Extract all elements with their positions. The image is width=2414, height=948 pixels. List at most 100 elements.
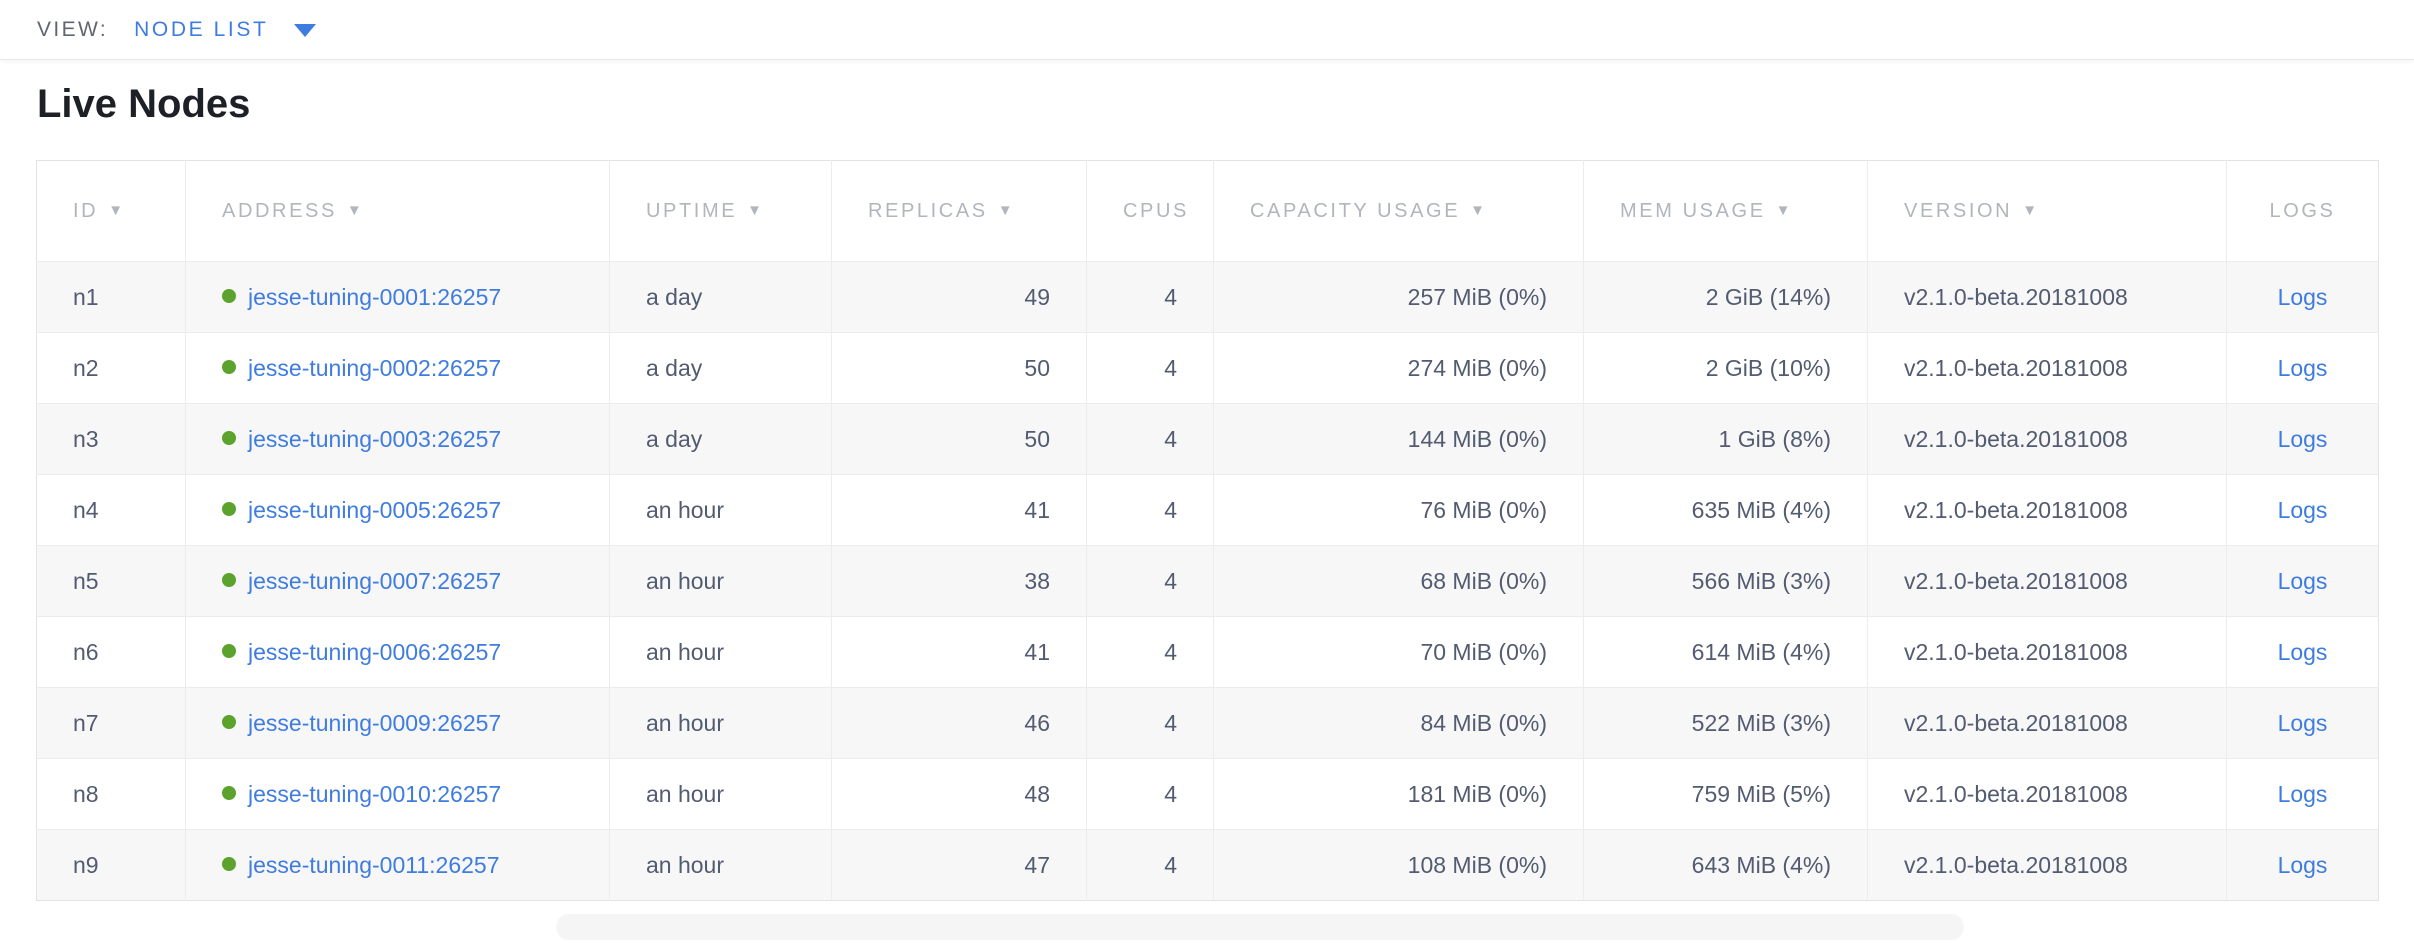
- node-live-status-icon: [222, 360, 236, 375]
- node-address-link[interactable]: jesse-tuning-0011:26257: [248, 851, 500, 878]
- node-address-cell: jesse-tuning-0003:26257: [185, 403, 610, 475]
- node-uptime-cell: an hour: [609, 616, 832, 688]
- table-row: n6 jesse-tuning-0006:26257 an hour 41 4 70 Mi…: [36, 616, 2379, 688]
- sort-desc-icon: ▼: [1470, 201, 1488, 219]
- node-live-status-icon: [222, 502, 236, 517]
- node-logs-link[interactable]: Logs: [2277, 709, 2328, 736]
- node-version-cell: v2.1.0-beta.20181008: [1867, 403, 2227, 475]
- node-mem-cell: 643 MiB (4%): [1583, 829, 1868, 901]
- node-address-cell: jesse-tuning-0002:26257: [185, 332, 610, 404]
- node-replicas-cell: 41: [831, 474, 1087, 546]
- page-title: Live Nodes: [37, 82, 251, 126]
- node-id-cell: n7: [36, 687, 186, 759]
- horizontal-scrollbar[interactable]: [556, 914, 1964, 940]
- table-row: n2 jesse-tuning-0002:26257 a day 50 4 274 MiB…: [36, 332, 2379, 404]
- node-replicas-cell: 50: [831, 332, 1087, 404]
- column-header-address[interactable]: ADDRESS ▼: [185, 160, 610, 262]
- node-replicas-cell: 46: [831, 687, 1087, 759]
- column-header-label: ID: [73, 199, 99, 222]
- view-bar: VIEW: NODE LIST: [0, 0, 2414, 60]
- node-live-status-icon: [222, 857, 236, 872]
- node-mem-cell: 1 GiB (8%): [1583, 403, 1868, 475]
- node-logs-cell: Logs: [2226, 332, 2379, 404]
- column-header-mem[interactable]: MEM USAGE ▼: [1583, 160, 1868, 262]
- node-live-status-icon: [222, 431, 236, 446]
- node-logs-cell: Logs: [2226, 687, 2379, 759]
- table-header-row: ID ▼ ADDRESS ▼ UPTIME ▼ REPLICAS ▼ CPUS CAPACITY …: [36, 160, 2379, 262]
- node-id-cell: n5: [36, 545, 186, 617]
- node-uptime-cell: an hour: [609, 545, 832, 617]
- node-logs-cell: Logs: [2226, 403, 2379, 475]
- node-address-cell: jesse-tuning-0001:26257: [185, 261, 610, 333]
- node-mem-cell: 2 GiB (10%): [1583, 332, 1868, 404]
- node-address-link[interactable]: jesse-tuning-0010:26257: [248, 780, 502, 807]
- node-uptime-cell: a day: [609, 261, 832, 333]
- column-header-replicas[interactable]: REPLICAS ▼: [831, 160, 1087, 262]
- table-row: n5 jesse-tuning-0007:26257 an hour 38 4 68 Mi…: [36, 545, 2379, 617]
- node-uptime-cell: an hour: [609, 474, 832, 546]
- node-live-status-icon: [222, 715, 236, 730]
- node-mem-cell: 635 MiB (4%): [1583, 474, 1868, 546]
- node-logs-cell: Logs: [2226, 829, 2379, 901]
- node-live-status-icon: [222, 289, 236, 304]
- node-logs-link[interactable]: Logs: [2277, 496, 2328, 523]
- node-logs-link[interactable]: Logs: [2277, 283, 2328, 310]
- node-capacity-cell: 76 MiB (0%): [1213, 474, 1584, 546]
- node-address-link[interactable]: jesse-tuning-0003:26257: [248, 425, 502, 452]
- node-address-cell: jesse-tuning-0009:26257: [185, 687, 610, 759]
- node-address-link[interactable]: jesse-tuning-0005:26257: [248, 496, 502, 523]
- node-address-link[interactable]: jesse-tuning-0009:26257: [248, 709, 502, 736]
- table-header: ID ▼ ADDRESS ▼ UPTIME ▼ REPLICAS ▼ CPUS CAPACITY …: [36, 160, 2379, 262]
- column-header-label: CAPACITY USAGE: [1250, 199, 1461, 222]
- node-replicas-cell: 50: [831, 403, 1087, 475]
- node-logs-cell: Logs: [2226, 474, 2379, 546]
- node-address-cell: jesse-tuning-0006:26257: [185, 616, 610, 688]
- node-capacity-cell: 70 MiB (0%): [1213, 616, 1584, 688]
- table-row: n4 jesse-tuning-0005:26257 an hour 41 4 76 Mi…: [36, 474, 2379, 546]
- column-header-label: UPTIME: [646, 199, 738, 222]
- node-logs-link[interactable]: Logs: [2277, 638, 2328, 665]
- table-row: n3 jesse-tuning-0003:26257 a day 50 4 144 MiB…: [36, 403, 2379, 475]
- column-header-label: LOGS: [2269, 199, 2336, 222]
- node-logs-link[interactable]: Logs: [2277, 780, 2328, 807]
- node-cpus-cell: 4: [1086, 403, 1214, 475]
- node-cpus-cell: 4: [1086, 687, 1214, 759]
- node-id-cell: n8: [36, 758, 186, 830]
- node-address-cell: jesse-tuning-0010:26257: [185, 758, 610, 830]
- node-address-link[interactable]: jesse-tuning-0006:26257: [248, 638, 502, 665]
- node-logs-link[interactable]: Logs: [2277, 567, 2328, 594]
- node-logs-link[interactable]: Logs: [2277, 851, 2328, 878]
- live-nodes-table: ID ▼ ADDRESS ▼ UPTIME ▼ REPLICAS ▼ CPUS CAPACITY …: [36, 160, 2379, 901]
- column-header-uptime[interactable]: UPTIME ▼: [609, 160, 832, 262]
- node-address-link[interactable]: jesse-tuning-0007:26257: [248, 567, 502, 594]
- node-version-cell: v2.1.0-beta.20181008: [1867, 687, 2227, 759]
- table-row: n9 jesse-tuning-0011:26257 an hour 47 4 108 M…: [36, 829, 2379, 901]
- node-version-cell: v2.1.0-beta.20181008: [1867, 545, 2227, 617]
- column-header-id[interactable]: ID ▼: [36, 160, 186, 262]
- node-id-cell: n6: [36, 616, 186, 688]
- column-header-version[interactable]: VERSION ▼: [1867, 160, 2227, 262]
- view-label: VIEW:: [37, 17, 109, 41]
- node-logs-link[interactable]: Logs: [2277, 354, 2328, 381]
- column-header-label: CPUS: [1123, 199, 1189, 222]
- node-version-cell: v2.1.0-beta.20181008: [1867, 616, 2227, 688]
- view-selector-dropdown[interactable]: NODE LIST: [134, 18, 317, 42]
- sort-desc-icon: ▼: [1775, 201, 1794, 219]
- node-uptime-cell: an hour: [609, 687, 832, 759]
- sort-desc-icon: ▼: [747, 201, 765, 219]
- node-cpus-cell: 4: [1086, 261, 1214, 333]
- table-row: n8 jesse-tuning-0010:26257 an hour 48 4 181 M…: [36, 758, 2379, 830]
- column-header-capacity[interactable]: CAPACITY USAGE ▼: [1213, 160, 1584, 262]
- node-address-link[interactable]: jesse-tuning-0002:26257: [248, 354, 502, 381]
- node-logs-cell: Logs: [2226, 261, 2379, 333]
- node-cpus-cell: 4: [1086, 474, 1214, 546]
- live-nodes-table-container: ID ▼ ADDRESS ▼ UPTIME ▼ REPLICAS ▼ CPUS CAPACITY …: [36, 160, 2414, 901]
- node-capacity-cell: 257 MiB (0%): [1213, 261, 1584, 333]
- column-header-label: VERSION: [1904, 199, 2013, 222]
- node-cpus-cell: 4: [1086, 545, 1214, 617]
- node-logs-cell: Logs: [2226, 616, 2379, 688]
- node-address-link[interactable]: jesse-tuning-0001:26257: [248, 283, 502, 310]
- column-header-label: ADDRESS: [222, 199, 337, 222]
- node-logs-link[interactable]: Logs: [2277, 425, 2328, 452]
- node-cpus-cell: 4: [1086, 829, 1214, 901]
